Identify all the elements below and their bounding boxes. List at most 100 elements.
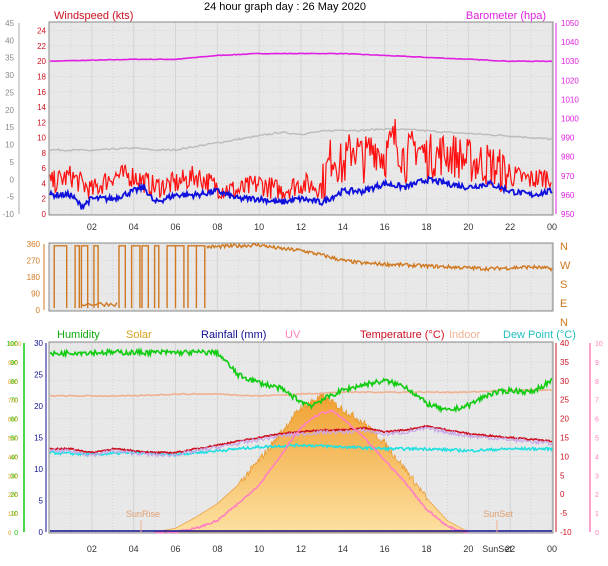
temperature-scale-tick: 30 [5, 71, 14, 80]
windspeed-tick: 8 [42, 149, 47, 158]
x-tick-label: 10 [254, 544, 264, 554]
x-tick-label: 22 [505, 544, 515, 554]
legend-rainfall: Rainfall (mm) [201, 329, 266, 341]
uv-tick: 9 [595, 360, 599, 367]
uv-tick: 7 [595, 398, 599, 405]
temperature-tick: 5 [560, 471, 565, 480]
x-tick-label: 02 [87, 222, 97, 232]
solar-tick: 900 [8, 361, 19, 367]
x-tick-label: 20 [463, 544, 473, 554]
uv-tick: 8 [595, 379, 599, 386]
temperature-scale-tick: 20 [5, 106, 14, 115]
legend-temperature: Temperature (°C) [360, 329, 444, 341]
legend-humidity: Humidity [57, 329, 100, 341]
temperature-scale-tick: -10 [2, 210, 14, 219]
windspeed-tick: 14 [37, 103, 46, 112]
temperature-tick: 15 [560, 434, 569, 443]
indoor-temperature-line [50, 388, 552, 398]
compass-tick: N [560, 241, 568, 253]
humidity-tick: 0 [14, 530, 18, 537]
legend-solar: Solar [126, 329, 152, 341]
wind-average-line [49, 175, 553, 210]
uv-tick: 3 [595, 473, 599, 480]
temperature-scale-tick: 25 [5, 88, 14, 97]
uv-tick: 6 [595, 417, 599, 424]
temperature-scale-tick: 35 [5, 54, 14, 63]
x-tick-label: 12 [296, 222, 306, 232]
x-tick-label: 22 [505, 222, 515, 232]
rainfall-tick: 15 [34, 434, 43, 443]
direction-degree-tick: 270 [27, 257, 41, 266]
windspeed-tick: 18 [37, 72, 46, 81]
temperature-scale-tick: -5 [7, 193, 15, 202]
barometer-tick: 1020 [561, 76, 579, 85]
wind-gust-line [49, 118, 552, 200]
temperature-tick: 20 [560, 415, 569, 424]
x-tick-label: 12 [296, 544, 306, 554]
windspeed-tick: 2 [42, 195, 47, 204]
temperature-scale-tick: 10 [5, 141, 14, 150]
temperature-tick: 10 [560, 452, 569, 461]
humidity-tick: 10 [10, 511, 18, 518]
solar-tick: 300 [8, 474, 19, 480]
barometer-tick: 1030 [561, 57, 579, 66]
humidity-tick: 100 [6, 341, 18, 348]
compass-tick: S [560, 279, 567, 291]
x-tick-label: 04 [129, 222, 139, 232]
rainfall-tick: 5 [39, 497, 44, 506]
solar-tick: 500 [8, 437, 19, 443]
windspeed-tick: 0 [42, 210, 47, 219]
barometer-tick: 1050 [561, 19, 579, 28]
humidity-tick: 40 [10, 454, 18, 461]
humidity-tick: 20 [10, 492, 18, 499]
windspeed-tick: 10 [37, 134, 46, 143]
barometer-tick: 950 [561, 210, 575, 219]
x-tick-label: 18 [421, 222, 431, 232]
temperature-scale-tick: 5 [10, 158, 15, 167]
x-tick-label: 14 [338, 544, 348, 554]
x-tick-label: 10 [254, 222, 264, 232]
x-tick-label: 00 [547, 222, 557, 232]
solar-tick: 800 [8, 380, 19, 386]
temperature-scale-tick: 45 [5, 19, 14, 28]
temperature-tick: -5 [560, 509, 568, 518]
series-layer [49, 52, 553, 534]
temperature-tick: 25 [560, 396, 569, 405]
rainfall-tick: 0 [39, 528, 44, 537]
legend-dewpoint: Dew Point (°C) [503, 329, 576, 341]
direction-degree-tick: 90 [31, 290, 40, 299]
wind-direction-line [206, 242, 553, 273]
windspeed-tick: 22 [37, 42, 46, 51]
x-tick-label: 06 [170, 544, 180, 554]
humidity-tick: 70 [10, 398, 18, 405]
solar-tick: 100 [8, 512, 19, 518]
legend-uv: UV [285, 329, 301, 341]
x-tick-label: 08 [212, 544, 222, 554]
rainfall-tick: 10 [34, 465, 43, 474]
sunset-axis-label: SunSet [482, 544, 512, 554]
feels-like-line [49, 426, 553, 458]
windspeed-tick: 16 [37, 88, 46, 97]
wind-direction-line [53, 245, 206, 309]
uv-tick: 10 [595, 341, 603, 348]
compass-tick: N [560, 317, 568, 329]
direction-degree-tick: 180 [27, 273, 41, 282]
windspeed-tick: 4 [42, 179, 47, 188]
sunrise-label: SunRise [126, 509, 160, 519]
barometer-line [49, 52, 553, 63]
page-title: 24 hour graph day : 26 May 2020 [204, 1, 366, 13]
x-tick-label: 02 [87, 544, 97, 554]
windspeed-tick: 20 [37, 57, 46, 66]
temperature-tick: 35 [560, 358, 569, 367]
solar-tick: 0 [8, 531, 12, 537]
uv-tick: 2 [595, 492, 599, 499]
solar-tick: 600 [8, 418, 19, 424]
direction-degree-tick: 360 [27, 240, 41, 249]
windspeed-tick: 6 [42, 164, 47, 173]
rainfall-tick: 20 [34, 402, 43, 411]
humidity-tick: 80 [10, 379, 18, 386]
uv-tick: 0 [595, 530, 599, 537]
compass-tick: W [560, 260, 571, 272]
